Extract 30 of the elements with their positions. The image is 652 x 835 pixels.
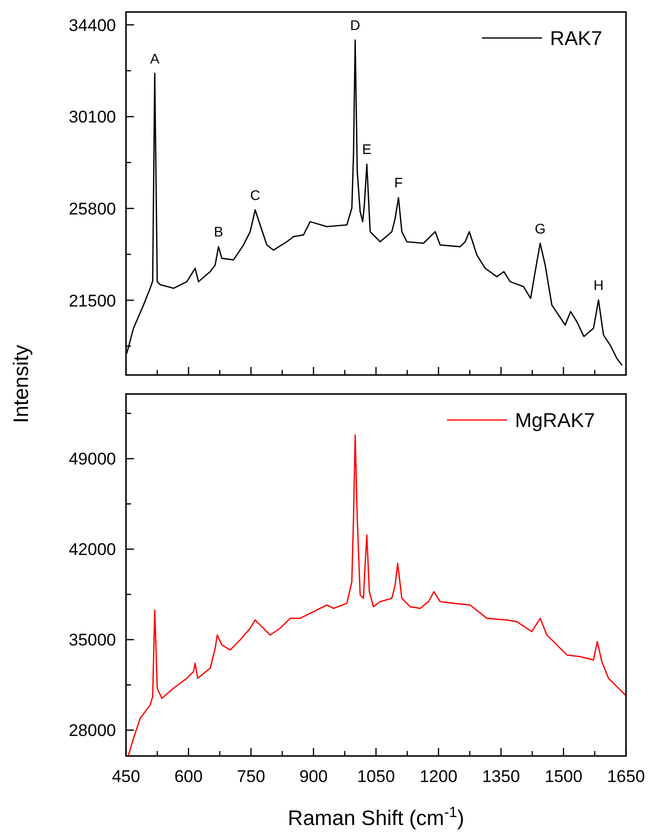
x-tick-label: 900 (299, 767, 328, 786)
line-series (128, 434, 626, 756)
annotation: H (593, 277, 604, 294)
annotation: D (350, 16, 360, 33)
annotation: C (250, 186, 260, 203)
annotation: A (150, 50, 160, 66)
y-tick-label: 30100 (68, 108, 116, 127)
y-tick-label: 28000 (68, 721, 116, 740)
annotation: G (534, 220, 546, 236)
legend-label: RAK7 (550, 28, 602, 50)
x-tick-label: 600 (174, 767, 203, 786)
annotation: F (394, 174, 403, 191)
annotation: E (362, 141, 372, 158)
x-tick-label: 450 (112, 767, 140, 786)
x-tick-label: 1350 (482, 767, 520, 786)
x-tick-label: 1200 (420, 767, 458, 786)
x-tick-label: 750 (236, 767, 266, 786)
legend-label: MgRAK7 (515, 410, 596, 432)
x-tick-label: 1650 (607, 767, 645, 786)
y-tick-label: 42000 (68, 540, 116, 560)
y-axis-title: Intensity (10, 344, 33, 424)
x-tick-label: 1500 (544, 767, 582, 786)
y-tick-label: 25800 (68, 199, 116, 218)
annotation: B (214, 224, 224, 240)
y-tick-label: 35000 (68, 630, 116, 650)
y-tick-label: 49000 (68, 450, 116, 469)
x-tick-label: 1050 (357, 767, 395, 786)
x-axis-title: Raman Shift (cm$^{-1}$) (288, 805, 464, 830)
y-tick-label: 21500 (68, 291, 116, 310)
y-tick-label: 34400 (68, 16, 116, 35)
